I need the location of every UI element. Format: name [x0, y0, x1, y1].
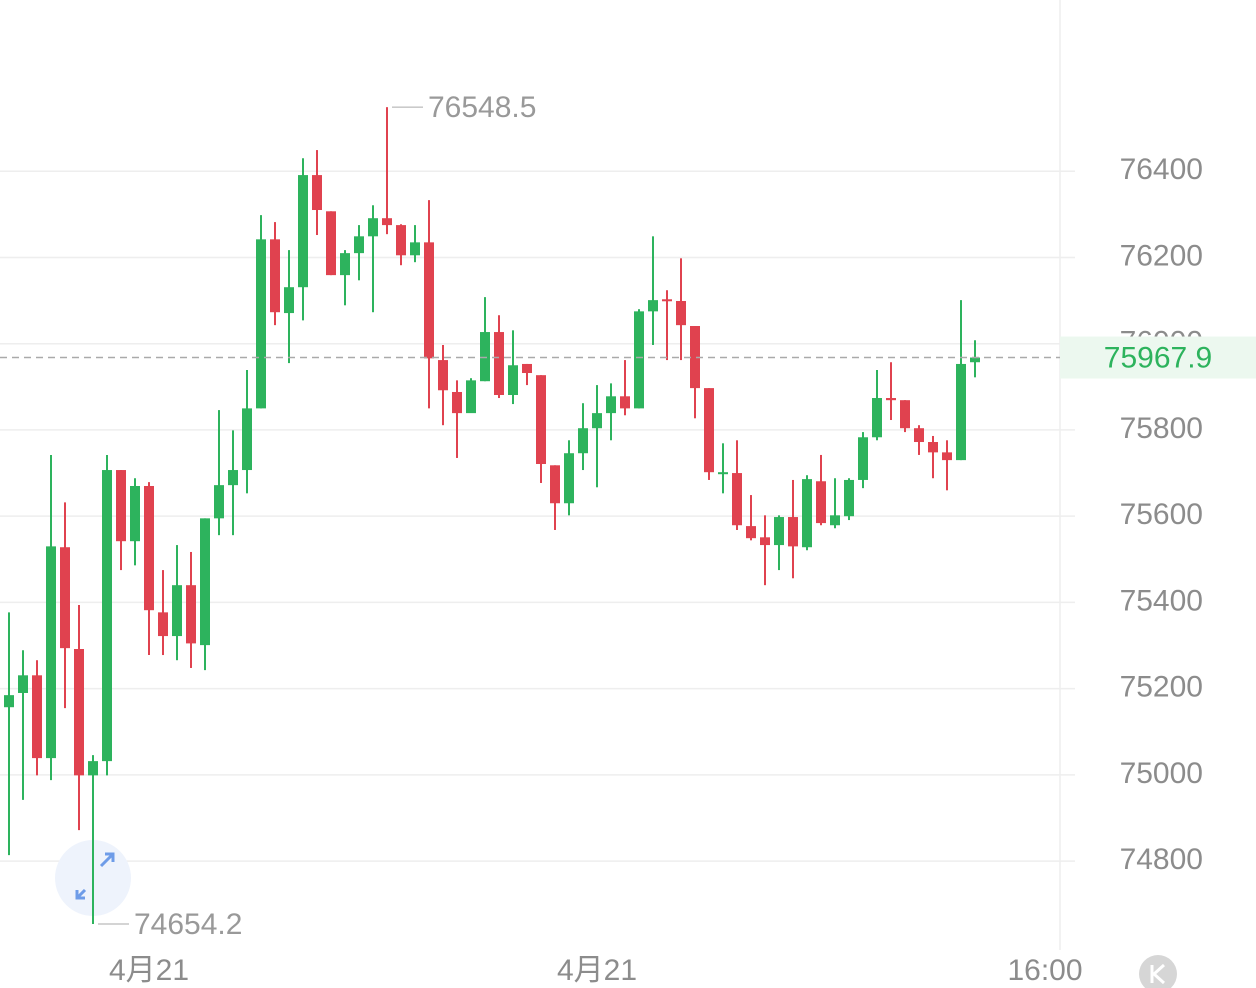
candle-body — [606, 396, 616, 414]
candle-body — [900, 400, 910, 429]
y-tick-label: 76200 — [1120, 239, 1203, 272]
candle-body — [620, 396, 630, 409]
y-tick-label: 75400 — [1120, 584, 1203, 617]
candle-body — [242, 408, 252, 471]
candle-body — [564, 453, 574, 504]
candle-body — [158, 612, 168, 637]
candle-body — [578, 428, 588, 454]
x-tick-label: 4月21 — [109, 954, 189, 987]
candle-body — [592, 413, 602, 429]
candle-body — [354, 236, 364, 254]
candle-body — [942, 452, 952, 461]
x-tick-label: 16:00 — [1007, 954, 1082, 987]
candle-body — [788, 517, 798, 547]
candle-body — [368, 218, 378, 237]
candle-body — [312, 175, 322, 211]
candle-body — [102, 470, 112, 762]
last-price-box — [1060, 336, 1256, 379]
candle-body — [424, 242, 434, 359]
candle-body — [704, 388, 714, 473]
candle-body — [438, 360, 448, 391]
candle-body — [746, 526, 756, 539]
candle-body — [816, 481, 826, 524]
candle-body — [648, 300, 658, 312]
candle-body — [228, 470, 238, 486]
candle-body — [326, 211, 336, 276]
candle-body — [46, 546, 56, 759]
candle-body — [830, 515, 840, 526]
candle-body — [18, 675, 28, 693]
candle-body — [144, 485, 154, 611]
y-tick-label: 76400 — [1120, 153, 1203, 186]
k-button[interactable] — [1139, 955, 1177, 988]
candle-body — [284, 287, 294, 314]
candle-body — [410, 242, 420, 256]
candle-body — [690, 326, 700, 389]
candle-body — [872, 398, 882, 438]
last-price-label: 75967.9 — [1104, 341, 1212, 374]
candle-body — [802, 479, 812, 548]
candle-body — [32, 675, 42, 759]
y-tick-label: 75200 — [1120, 671, 1203, 704]
candle-body — [298, 175, 308, 288]
candle-body — [452, 391, 462, 414]
candle-body — [270, 239, 280, 313]
candle-body — [88, 761, 98, 776]
candle-body — [382, 218, 392, 226]
low-label: 74654.2 — [134, 908, 242, 941]
candle-body — [956, 363, 966, 461]
candle-body — [494, 332, 504, 396]
y-tick-label: 74800 — [1120, 843, 1203, 876]
candle-body — [256, 239, 266, 409]
candle-body — [718, 472, 728, 475]
candle-body — [550, 465, 560, 504]
candle-body — [844, 479, 854, 517]
candle-body — [522, 363, 532, 374]
candle-body — [4, 695, 14, 708]
candle-body — [466, 380, 476, 414]
candle-body — [536, 375, 546, 465]
candle-body — [186, 585, 196, 644]
candle-body — [396, 225, 406, 256]
y-tick-label: 75600 — [1120, 498, 1203, 531]
candle-body — [634, 311, 644, 409]
candle-body — [116, 470, 126, 542]
candle-body — [732, 473, 742, 526]
candle-body — [130, 485, 140, 542]
high-label: 76548.5 — [428, 91, 536, 124]
expand-icon[interactable] — [75, 852, 115, 900]
y-tick-label: 75000 — [1120, 757, 1203, 790]
candle-body — [662, 299, 672, 302]
candle-body — [200, 518, 210, 646]
candle-body — [676, 300, 686, 326]
candle-body — [172, 585, 182, 637]
candle-body — [970, 357, 980, 363]
candle-body — [508, 365, 518, 396]
candle-body — [760, 537, 770, 546]
k-icon[interactable] — [1150, 963, 1166, 985]
candle-body — [214, 485, 224, 519]
grid — [0, 170, 1075, 862]
candle-body — [858, 437, 868, 480]
candle-body — [914, 428, 924, 443]
y-tick-label: 75800 — [1120, 412, 1203, 445]
candle-body — [60, 547, 70, 649]
x-tick-label: 4月21 — [557, 954, 637, 987]
candle-body — [480, 332, 490, 382]
candle-body — [340, 253, 350, 276]
candle-body — [74, 649, 84, 776]
candle-body — [928, 442, 938, 453]
candle-body — [774, 517, 784, 546]
candle-body — [886, 398, 896, 401]
